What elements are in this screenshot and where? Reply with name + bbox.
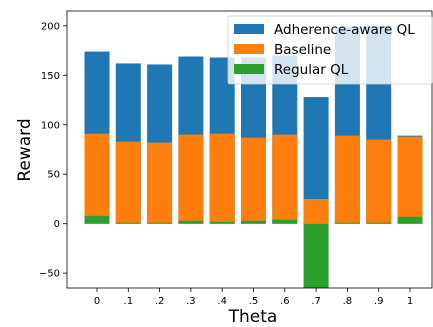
bar-regular-ql-5 — [241, 220, 266, 224]
legend-box — [227, 15, 433, 85]
x-tick-label: .4 — [217, 296, 227, 307]
y-axis-label: Reward — [15, 118, 35, 181]
y-ticks: −50 0 50 100 150 200 — [39, 21, 67, 280]
bar-regular-ql-0 — [84, 215, 110, 224]
bar-baseline-4 — [209, 133, 235, 224]
bar-regular-ql-8 — [334, 222, 360, 224]
x-ticks: 0 .1 .2 .3 .4 .5 .6 .7 .8 .9 1 — [94, 288, 413, 307]
legend-swatch — [234, 44, 264, 54]
x-tick-label: 1 — [407, 296, 413, 307]
x-tick-label: .7 — [311, 296, 321, 307]
x-tick-label: .3 — [186, 296, 196, 307]
bar-regular-ql-4 — [209, 221, 235, 224]
bar-regular-ql-2 — [147, 222, 173, 224]
x-tick-label: 0 — [94, 296, 100, 307]
bar-regular-ql-9 — [366, 222, 392, 224]
y-tick-label: 50 — [47, 170, 60, 181]
axes-layer — [66, 10, 433, 289]
bars-layer — [84, 25, 423, 288]
bar-baseline-9 — [366, 139, 392, 224]
legend-swatch — [234, 24, 264, 34]
bar-baseline-1 — [115, 141, 141, 224]
y-tick-label: 150 — [41, 71, 60, 82]
bar-baseline-7 — [303, 198, 329, 224]
bar-baseline-2 — [147, 142, 173, 224]
bar-regular-ql-7 — [303, 223, 329, 288]
bar-regular-ql-1 — [115, 222, 141, 224]
y-tick-label: 0 — [54, 219, 60, 230]
x-tick-label: .1 — [124, 296, 134, 307]
x-tick-label: .5 — [249, 296, 259, 307]
y-tick-label: 100 — [41, 120, 60, 131]
bar-baseline-0 — [84, 133, 110, 224]
x-axis-label: Theta — [228, 307, 278, 327]
legend-entry: Baseline — [274, 42, 331, 58]
bar-baseline-6 — [272, 134, 298, 224]
plot-frame — [66, 10, 433, 289]
bar-baseline-10 — [397, 136, 423, 224]
x-tick-label: .8 — [343, 296, 353, 307]
legend: Adherence-aware QL Baseline Regular QL — [227, 15, 433, 85]
bar-baseline-5 — [241, 137, 266, 224]
bar-regular-ql-3 — [178, 220, 204, 224]
y-tick-label: 200 — [41, 21, 60, 32]
bar-regular-ql-6 — [272, 219, 298, 224]
legend-entry: Adherence-aware QL — [274, 22, 415, 38]
bar-baseline-8 — [334, 135, 360, 224]
x-tick-label: .6 — [280, 296, 290, 307]
bar-baseline-3 — [178, 134, 204, 224]
legend-swatch — [234, 64, 264, 74]
legend-entry: Regular QL — [274, 62, 349, 78]
x-tick-label: .9 — [374, 296, 384, 307]
bar-regular-ql-10 — [397, 216, 423, 224]
x-tick-label: .2 — [155, 296, 165, 307]
y-tick-label: −50 — [39, 269, 60, 280]
